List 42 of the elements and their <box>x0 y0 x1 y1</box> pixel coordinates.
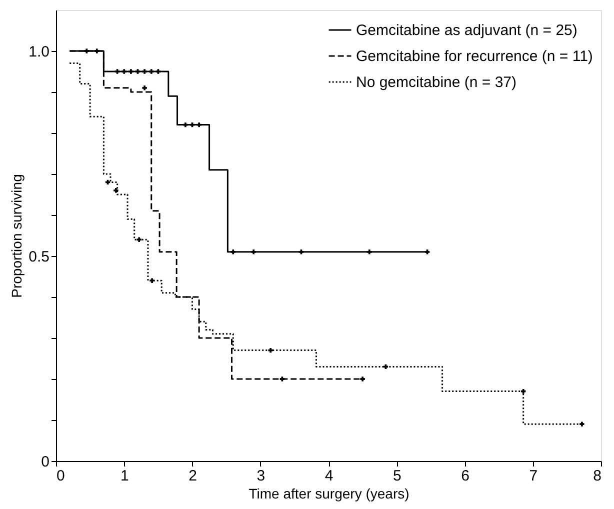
legend-label: No gemcitabine (n = 37) <box>356 74 517 91</box>
x-tick-label: 8 <box>593 468 602 484</box>
legend-label: Gemcitabine as adjuvant (n = 25) <box>356 22 578 39</box>
point <box>135 69 140 74</box>
point <box>156 69 161 74</box>
x-tick-label: 4 <box>324 468 334 484</box>
point <box>298 250 304 254</box>
point <box>128 69 134 74</box>
point <box>149 69 154 74</box>
y-tick-label: 0 <box>41 454 50 470</box>
point <box>183 122 188 128</box>
point <box>114 69 120 74</box>
x-tick-label: 0 <box>56 468 65 484</box>
x-tick-label: 6 <box>461 468 470 484</box>
point <box>520 388 526 394</box>
point <box>360 376 365 382</box>
point <box>196 122 202 128</box>
point <box>114 188 118 193</box>
point <box>150 278 154 283</box>
x-tick-label: 3 <box>256 468 266 484</box>
point <box>580 422 584 426</box>
y-axis-title: Proportion surviving <box>8 174 25 298</box>
point <box>230 250 236 254</box>
point <box>122 69 126 74</box>
x-tick-label: 1 <box>120 468 129 484</box>
legend-label: Gemcitabine for recurrence (n = 11) <box>356 48 593 65</box>
point <box>424 250 430 254</box>
point <box>268 348 273 353</box>
point <box>367 250 372 254</box>
x-tick-label: 2 <box>188 468 197 484</box>
point <box>142 86 147 90</box>
point <box>142 69 147 74</box>
x-tick-label: 5 <box>392 468 402 484</box>
point <box>136 237 142 242</box>
point <box>280 376 285 382</box>
y-tick-label: 0.5 <box>28 248 50 266</box>
x-axis-title: Time after surgery (years) <box>248 486 410 502</box>
point <box>94 48 100 54</box>
x-tick-label: 7 <box>529 468 538 484</box>
point <box>84 48 89 54</box>
y-tick-label: 1.0 <box>28 44 50 60</box>
point <box>251 250 256 254</box>
